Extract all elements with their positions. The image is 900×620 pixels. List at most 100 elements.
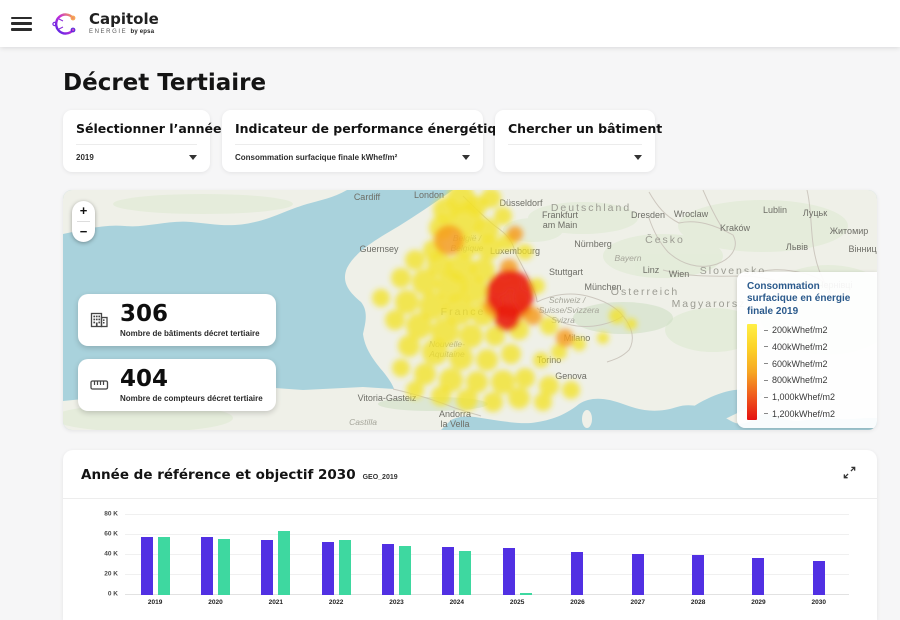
map-label: Dresden <box>631 210 665 220</box>
map-label: la Vella <box>440 419 469 429</box>
gridline: 40 K <box>104 551 849 558</box>
heat-point <box>517 244 533 260</box>
map-label: Cardiff <box>354 192 381 202</box>
heat-point <box>540 317 558 335</box>
x-axis-label: 2019 <box>147 599 163 606</box>
map-label: Vitoria-Gasteiz <box>358 393 417 403</box>
filter-bar: Sélectionner l’année 2019 Indicateur de … <box>63 110 877 172</box>
map-label: Düsseldorf <box>499 198 543 208</box>
bar-group-2029 <box>728 515 788 595</box>
map-label: Schweiz / <box>549 295 587 305</box>
heat-point <box>436 271 466 301</box>
heat-point <box>515 368 535 388</box>
map-label: Lublin <box>763 205 787 215</box>
filter-year-select[interactable]: 2019 <box>76 152 197 163</box>
bar-serie-verte-2025 <box>519 593 532 595</box>
filter-building-select[interactable] <box>508 152 642 163</box>
heat-point <box>508 387 530 409</box>
map-label: Linz <box>643 265 660 275</box>
y-axis-tick: 60 K <box>104 530 118 538</box>
heat-point <box>483 392 503 412</box>
meter-icon <box>90 380 109 390</box>
bar-group-2022 <box>306 515 366 595</box>
hamburger-menu-icon[interactable] <box>11 16 32 31</box>
legend-item: 1,000kWhef/m2 <box>764 392 835 402</box>
zoom-out-button[interactable]: − <box>79 224 88 239</box>
x-axis-label: 2024 <box>449 599 465 606</box>
stat-card-buildings: 306 Nombre de bâtiments décret tertiaire <box>78 294 276 347</box>
x-axis-label: 2029 <box>751 599 766 606</box>
filter-building-label: Chercher un bâtiment <box>508 121 663 136</box>
map-label: Stuttgart <box>549 267 584 277</box>
bar-serie-violette-2030 <box>812 561 825 595</box>
legend-gradient-bar <box>747 324 757 420</box>
brand-name: Capitole <box>89 10 159 28</box>
map-label: Львів <box>786 242 808 252</box>
heat-point <box>486 270 534 318</box>
heat-point <box>444 295 474 325</box>
map-label: Guernsey <box>359 244 399 254</box>
heat-point <box>572 337 586 351</box>
x-axis-label: 2028 <box>690 599 706 606</box>
heat-point <box>451 204 483 236</box>
map-label: Luxembourg <box>490 246 540 256</box>
heat-point <box>431 386 451 406</box>
heat-point <box>534 393 552 411</box>
filter-indicator-select[interactable]: Consommation surfacique finale kWhef/m² <box>235 152 470 163</box>
legend-item: 200kWhef/m2 <box>764 325 835 335</box>
zoom-in-button[interactable]: + <box>79 203 88 218</box>
heat-point <box>551 344 567 360</box>
heat-point <box>419 292 447 320</box>
map-label: am Main <box>543 220 578 230</box>
heat-point <box>449 346 473 370</box>
chart-panel: Année de référence et objectif 2030 GEO_… <box>63 450 877 620</box>
map-label: Bayern <box>615 253 642 263</box>
heat-point <box>494 305 520 331</box>
heat-point <box>539 376 559 396</box>
map-label: Österreich <box>611 286 679 298</box>
y-axis-tick: 0 K <box>107 590 118 598</box>
map-label: Kraków <box>720 223 751 233</box>
filter-indicator-label: Indicateur de performance énergétique <box>235 121 514 136</box>
heat-point <box>494 207 512 225</box>
heat-point <box>556 329 574 347</box>
legend-item: 600kWhef/m2 <box>764 359 835 369</box>
map-label: Frankfurt <box>542 210 579 220</box>
heat-point <box>433 198 457 222</box>
x-axis-label: 2021 <box>268 599 284 606</box>
heat-point <box>405 250 425 270</box>
bar-serie-violette-2027 <box>631 554 644 595</box>
chart-title: Année de référence et objectif 2030 <box>81 467 356 483</box>
bar-group-2026 <box>547 515 607 595</box>
chevron-down-icon <box>462 155 470 160</box>
bar-serie-violette-2023 <box>381 544 394 595</box>
x-axis-label: 2025 <box>509 599 525 606</box>
heat-point <box>533 352 549 368</box>
map-label: Deutschland <box>551 202 631 214</box>
map-label: Suisse/Svizzera <box>539 305 600 315</box>
expand-chart-button[interactable] <box>840 463 859 487</box>
heat-point <box>475 218 499 242</box>
brand-text: Capitole ENERGIE by epsa <box>89 10 159 36</box>
bar-serie-violette-2019 <box>140 537 153 595</box>
map-label: München <box>584 282 621 292</box>
filter-indicator-value: Consommation surfacique finale kWhef/m² <box>235 153 398 162</box>
x-axis-label: 2020 <box>208 599 223 606</box>
expand-icon <box>843 466 856 479</box>
x-axis-label: 2023 <box>389 599 404 606</box>
bar-group-2020 <box>185 515 245 595</box>
heat-point <box>372 289 390 307</box>
brand-logo: Capitole ENERGIE by epsa <box>50 9 159 39</box>
gridline: 80 K <box>104 511 849 518</box>
heat-point <box>422 339 448 365</box>
x-axis-label: 2027 <box>630 599 646 606</box>
page-title: Décret Tertiaire <box>63 70 267 96</box>
bar-serie-violette-2028 <box>692 555 705 595</box>
bar-serie-verte-2020 <box>217 539 230 595</box>
bar-serie-verte-2019 <box>157 537 170 595</box>
map-label: Житомир <box>830 226 869 236</box>
map-label: Wroclaw <box>674 209 709 219</box>
map-label: London <box>414 190 444 200</box>
heat-point <box>391 268 411 288</box>
legend-title: Consommation surfacique en énergie final… <box>747 280 851 317</box>
